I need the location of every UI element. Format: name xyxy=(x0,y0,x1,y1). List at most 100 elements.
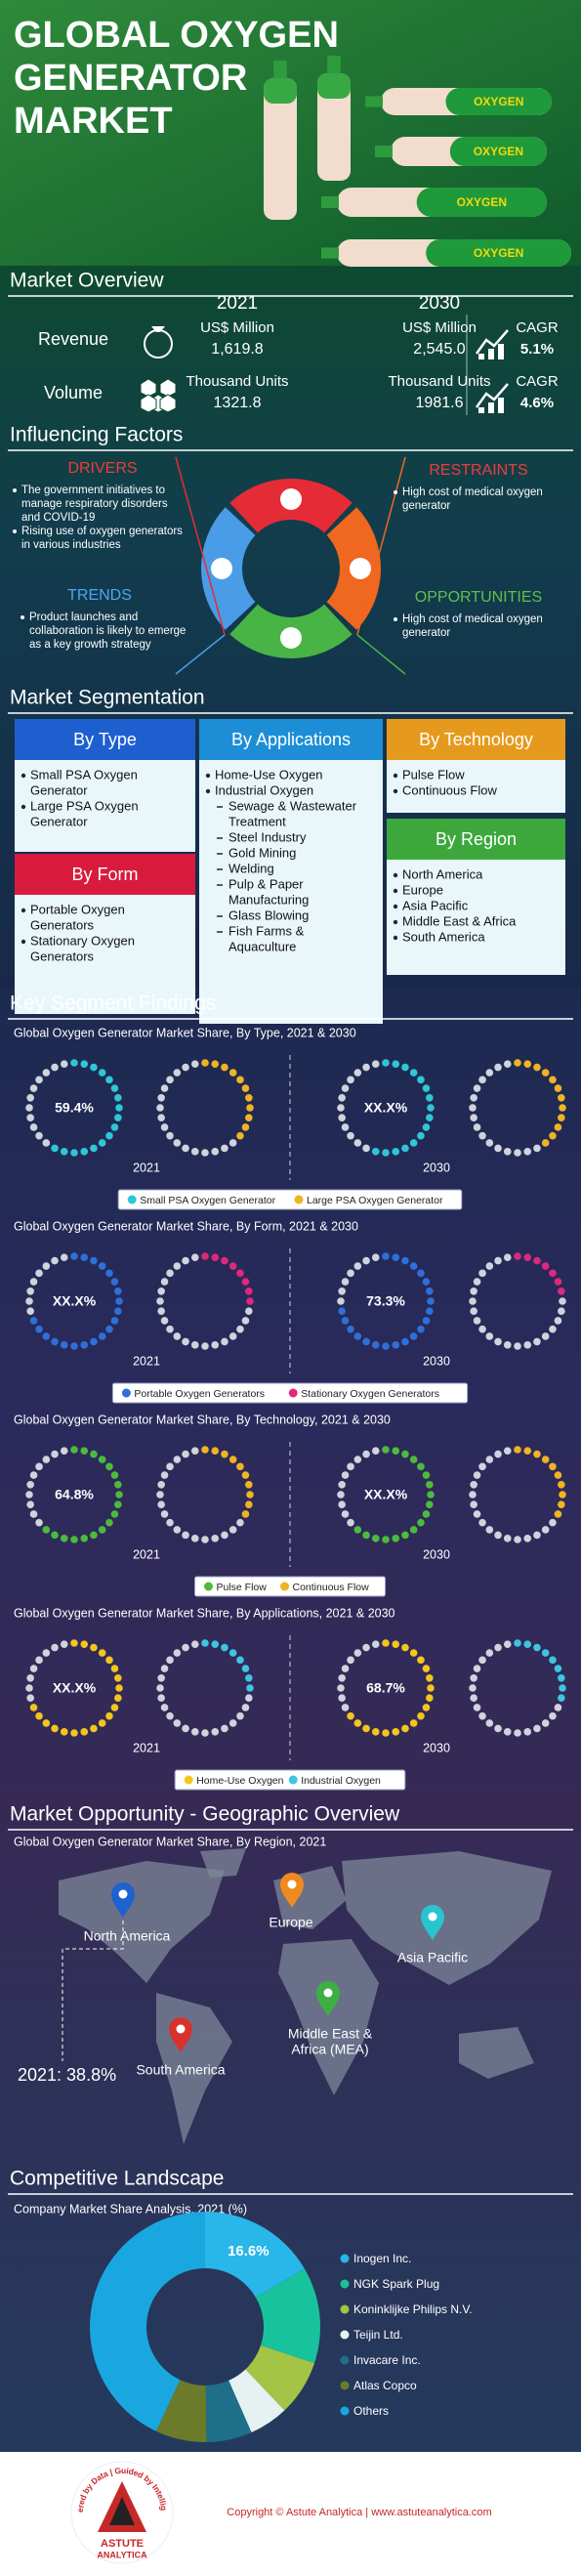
ring-dot-empty xyxy=(211,1341,220,1349)
ring-dot xyxy=(70,1536,78,1543)
ring-dot-empty xyxy=(245,1694,253,1703)
ring-dot-empty xyxy=(26,1673,34,1682)
ring-dot xyxy=(201,1252,209,1260)
ring-dot-empty xyxy=(341,1278,350,1286)
ring-dot-empty xyxy=(362,1256,370,1265)
segment-header xyxy=(199,719,383,760)
ring-dot xyxy=(514,1446,521,1454)
bullet xyxy=(21,908,26,913)
ring-dot xyxy=(105,1269,113,1278)
ring-dot-empty xyxy=(160,1278,169,1286)
ring-dot xyxy=(533,1643,541,1652)
segment-body xyxy=(199,760,383,1024)
segment-header xyxy=(387,719,565,760)
ring-dot-empty xyxy=(166,1462,174,1471)
ring-dot xyxy=(114,1093,122,1102)
ring-dot-empty xyxy=(221,1531,228,1540)
overview-value: 2,545.0 xyxy=(413,341,465,358)
cylinder xyxy=(317,73,351,181)
cylinder-valve xyxy=(321,196,339,208)
chart-title: Global Oxygen Generator Market Share, By… xyxy=(14,1606,395,1620)
bullet xyxy=(394,617,397,621)
ring-dot xyxy=(554,1123,562,1131)
ring-dot xyxy=(60,1728,68,1736)
ring-dot xyxy=(382,1059,390,1067)
ring-dot-empty xyxy=(541,1526,550,1534)
copyright: Copyright © Astute Analytica | www.astut… xyxy=(227,2507,491,2518)
cube-icon xyxy=(159,394,177,413)
ring-dot xyxy=(523,1060,532,1068)
legend-label: Inogen Inc. xyxy=(353,2252,411,2265)
ring-dot-empty xyxy=(166,1269,174,1278)
segment-item: Generator xyxy=(30,814,88,828)
ring-dot xyxy=(523,1447,532,1455)
ring-dot xyxy=(201,1446,209,1454)
ring-dot xyxy=(392,1253,400,1261)
segment-item: Industrial Oxygen xyxy=(215,782,313,797)
ring-dot xyxy=(401,1144,409,1153)
panel-year: 2030 xyxy=(423,1161,450,1174)
ring-dot xyxy=(362,1531,370,1540)
continent xyxy=(59,1861,225,1983)
ring-dot-empty xyxy=(60,1253,68,1261)
ring-dot-empty xyxy=(541,1332,550,1340)
ring-dot-empty xyxy=(338,1673,346,1682)
ring-dot xyxy=(401,1643,409,1652)
ring-dot-empty xyxy=(25,1297,33,1305)
ring-dot-empty xyxy=(166,1711,174,1720)
region-label: North America xyxy=(84,1928,171,1944)
logo-triangle-inner xyxy=(109,2497,135,2525)
ring-dot xyxy=(98,1456,106,1463)
ring-dot-empty xyxy=(173,1649,182,1657)
ring-dot-empty xyxy=(485,1139,494,1147)
ring-dot-empty xyxy=(160,1084,169,1092)
ring-dot xyxy=(241,1510,250,1518)
unit-label: Thousand Units xyxy=(186,373,288,390)
cagr-label: CAGR xyxy=(516,319,559,336)
ring-dot-empty xyxy=(470,1307,477,1316)
section-title: Competitive Landscape xyxy=(10,2168,224,2190)
segment-item: Stationary Oxygen xyxy=(30,933,135,948)
year-label: 2030 xyxy=(419,293,460,314)
ring-dot-empty xyxy=(182,1144,189,1153)
segment-sub-item: Aquaculture xyxy=(228,939,296,953)
ring-dot-empty xyxy=(554,1704,562,1711)
ring-dot xyxy=(110,1704,119,1711)
ring-dot-empty xyxy=(341,1704,350,1711)
ring-dot xyxy=(417,1076,425,1084)
ring-dot xyxy=(90,1337,98,1346)
ring-dot xyxy=(392,1341,400,1349)
segment-item: Continuous Flow xyxy=(402,782,497,797)
donut-segment xyxy=(205,2380,252,2442)
ring-dot xyxy=(417,1131,425,1140)
legend-label: Atlas Copco xyxy=(353,2379,417,2392)
continent xyxy=(342,1851,552,1985)
growth-icon xyxy=(475,329,509,355)
cylinder-label: OXYGEN xyxy=(474,145,523,158)
ring-dot xyxy=(80,1535,89,1542)
ring-dot-empty xyxy=(173,1526,182,1534)
ring-dot-empty xyxy=(26,1287,34,1295)
factor-title: DRIVERS xyxy=(67,460,137,477)
bullet xyxy=(205,788,211,794)
ring-dot xyxy=(70,1446,78,1454)
growth-bar xyxy=(488,349,494,359)
ring-dot xyxy=(422,1665,431,1672)
ring-dot xyxy=(371,1728,380,1736)
ring-dot-empty xyxy=(470,1114,477,1122)
ring-dot xyxy=(98,1332,106,1340)
ring-dot xyxy=(115,1491,123,1499)
ring-label: XX.X% xyxy=(53,1680,97,1696)
ring-dot-empty xyxy=(173,1332,182,1340)
ring-dot-empty xyxy=(533,1531,541,1540)
ring-dot xyxy=(392,1728,400,1736)
ring-dot-empty xyxy=(160,1704,169,1711)
ring-dot-empty xyxy=(347,1131,354,1140)
ring-dot-empty xyxy=(42,1139,51,1147)
ring-dot xyxy=(514,1252,521,1260)
ring-dot xyxy=(523,1640,532,1648)
ring-dot xyxy=(211,1640,220,1648)
segment-header xyxy=(15,719,195,760)
ring-dot-empty xyxy=(182,1063,189,1072)
ring-dot xyxy=(90,1643,98,1652)
